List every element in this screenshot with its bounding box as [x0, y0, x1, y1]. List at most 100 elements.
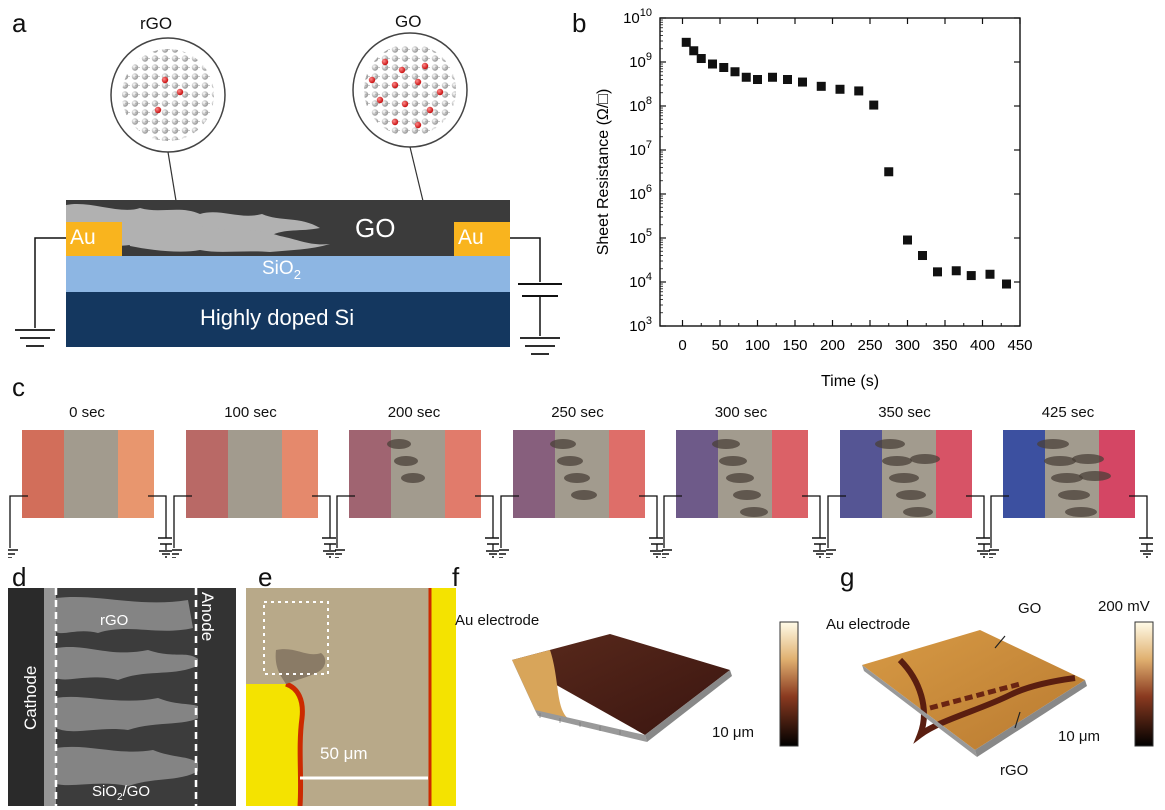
sio2-label: SiO2	[262, 258, 301, 282]
data-point	[918, 251, 927, 261]
x-tick-label: 350	[932, 337, 957, 354]
y-tick-label: 107	[629, 139, 652, 159]
frame-time-label: 0 sec	[69, 404, 105, 421]
y-tick-exp: 7	[646, 139, 652, 151]
panel-g-kpfm-3d	[862, 621, 1154, 757]
y-tick-base: 10	[629, 186, 646, 203]
sio2-sub: 2	[293, 266, 301, 282]
y-tick-exp: 3	[646, 315, 652, 327]
x-tick-label: 400	[970, 337, 995, 354]
colorbar-g	[1134, 621, 1154, 747]
sio2go-label: SiO2/GO	[92, 783, 150, 803]
au-electrode-label-g: Au electrode	[826, 616, 911, 633]
panel-a-device-schematic	[15, 32, 562, 355]
panel-letter-g: g	[840, 562, 855, 592]
y-tick-base: 10	[629, 142, 646, 159]
data-point	[768, 72, 777, 82]
rgo-label-g: rGO	[1000, 762, 1029, 779]
data-point	[933, 267, 942, 277]
y-tick-exp: 9	[646, 51, 652, 63]
y-tick-exp: 10	[640, 7, 652, 19]
sio2go-sub: 2	[117, 792, 123, 803]
scale-label-g: 10 μm	[1058, 728, 1100, 745]
time-lapse-frame	[825, 430, 990, 558]
time-lapse-frame	[8, 430, 172, 558]
rgo-dendrites	[66, 203, 330, 252]
panel-f-afm-3d	[512, 621, 799, 747]
y-tick-base: 10	[629, 230, 646, 247]
anode-label: Anode	[198, 592, 217, 642]
si-label: Highly doped Si	[200, 305, 355, 330]
data-point	[966, 271, 976, 281]
sio2-layer	[66, 256, 510, 292]
time-lapse-frame	[171, 430, 336, 558]
y-tick-base: 10	[629, 98, 646, 115]
x-tick-label: 150	[782, 337, 807, 354]
data-point	[719, 62, 729, 72]
data-point	[884, 167, 894, 177]
frame-time-label: 250 sec	[551, 404, 604, 421]
time-lapse-frame	[989, 430, 1153, 558]
go-callout-label: GO	[395, 12, 422, 31]
x-tick-label: 450	[1007, 337, 1032, 354]
si-layer	[66, 292, 510, 347]
panel-letter-e: e	[258, 562, 273, 592]
y-tick-label: 104	[629, 271, 652, 291]
x-tick-label: 250	[857, 337, 882, 354]
panel-b-sheet-resistance-chart: 0 50 100 150 200 250 300 350 400 4501031041051061…	[595, 7, 1033, 390]
au-electrode-right	[454, 222, 510, 256]
colorbar-label-g: 200 mV	[1098, 598, 1150, 615]
x-tick-label: 300	[895, 337, 920, 354]
y-tick-exp: 5	[646, 227, 652, 239]
sio2-base: SiO	[262, 258, 294, 279]
data-point	[1002, 279, 1011, 289]
panel-letter-f: f	[452, 562, 460, 592]
data-point	[985, 269, 995, 279]
data-point	[869, 100, 879, 110]
data-point	[951, 266, 961, 276]
data-point	[798, 77, 807, 87]
time-lapse-frame	[498, 430, 663, 558]
data-point	[681, 37, 691, 47]
rgo-callout-label: rGO	[140, 14, 173, 33]
rgo-label-d: rGO	[100, 612, 129, 629]
panel-letter-d: d	[12, 562, 27, 592]
y-tick-label: 108	[629, 95, 652, 115]
data-point	[835, 84, 845, 94]
x-tick-label: 50	[712, 337, 729, 354]
colorbar-f	[779, 621, 799, 747]
panel-letter-a: a	[12, 8, 27, 38]
frame-time-label: 100 sec	[224, 404, 277, 421]
y-tick-label: 106	[629, 183, 652, 203]
au-right-label: Au	[458, 226, 484, 249]
data-point	[816, 81, 826, 91]
y-axis-label: Sheet Resistance (Ω/□)	[595, 89, 612, 256]
x-tick-label: 200	[820, 337, 845, 354]
sio2go-base: SiO	[92, 783, 118, 800]
y-tick-exp: 6	[646, 183, 652, 195]
frame-time-label: 350 sec	[878, 404, 931, 421]
frame-time-label: 425 sec	[1041, 404, 1095, 421]
panel-d-sem-image	[8, 588, 236, 806]
chart-axes: 0 50 100 150 200 250 300 350 400 4501031041051061…	[595, 7, 1033, 390]
chart-points	[681, 37, 1011, 289]
y-tick-label: 1010	[623, 7, 652, 27]
go-region-label: GO	[355, 213, 396, 243]
panel-letter-b: b	[572, 8, 587, 38]
y-tick-base: 10	[629, 318, 646, 335]
y-tick-label: 105	[629, 227, 652, 247]
panel-letter-c: c	[12, 372, 25, 402]
data-point	[854, 86, 864, 96]
data-point	[741, 72, 751, 82]
y-tick-label: 109	[629, 51, 652, 71]
plot-frame	[659, 17, 1021, 327]
data-point	[783, 75, 792, 85]
data-point	[903, 235, 912, 245]
data-point	[689, 46, 699, 56]
go-label-g: GO	[1018, 600, 1042, 617]
x-tick-label: 100	[745, 337, 770, 354]
data-point	[753, 75, 762, 85]
y-tick-exp: 4	[646, 271, 652, 283]
au-electrode-label-f: Au electrode	[455, 612, 540, 629]
sio2go-tail: /GO	[122, 783, 151, 800]
